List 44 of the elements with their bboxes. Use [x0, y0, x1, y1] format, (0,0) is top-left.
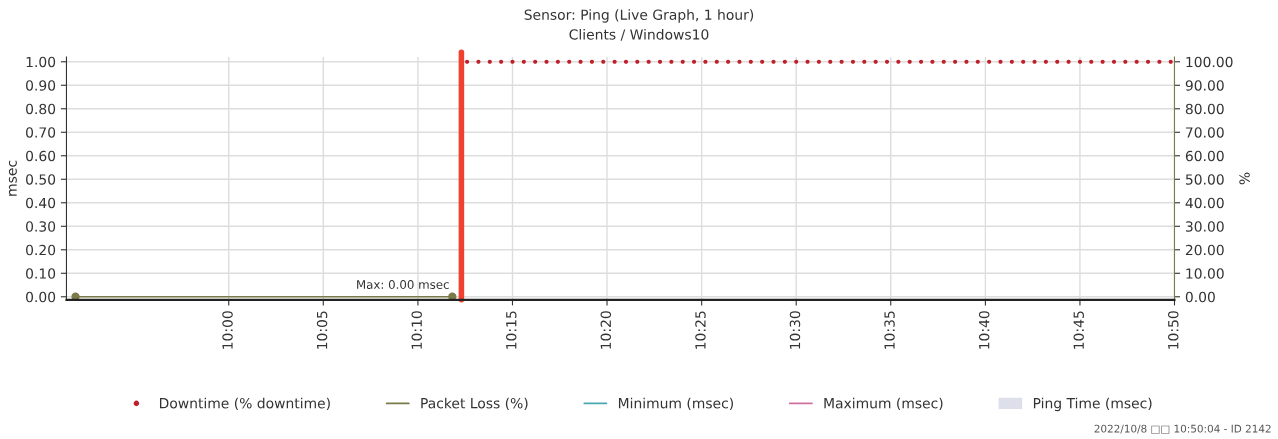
- legend-label: Downtime (% downtime): [159, 397, 330, 411]
- y-axis-title: msec: [8, 160, 17, 196]
- legend-label: Maximum (msec): [824, 397, 943, 411]
- y-tick-label: 0.90: [26, 80, 56, 91]
- x-tick-label: 10:20: [600, 311, 612, 349]
- y2-tick-label: 0.00: [1185, 291, 1215, 303]
- x-tick-label: 10:40: [978, 311, 990, 349]
- y2-tick-label: 90.00: [1185, 80, 1224, 91]
- x-tick-label: 10:10: [411, 311, 422, 349]
- x-tick-label: 10:25: [695, 311, 706, 349]
- y-tick-label: 0.10: [26, 268, 56, 279]
- y2-tick-label: 20.00: [1185, 244, 1224, 256]
- y2-tick-label: 70.00: [1186, 127, 1224, 138]
- x-tick-label: 10:45: [1073, 311, 1084, 349]
- y2-tick-label: 50.00: [1185, 174, 1224, 185]
- x-tick-label: 10:15: [506, 311, 517, 349]
- text: 2022/10/8 □□ 10:50:04 - ID 2142: [1094, 424, 1271, 434]
- legend-label: Ping Time (msec): [1033, 397, 1152, 412]
- chart-title: Sensor: Ping (Live Graph, 1 hour): [524, 9, 754, 23]
- x-tick-label: 10:35: [884, 311, 895, 349]
- annotation: Max: 0.00 msec: [357, 280, 449, 289]
- legend-label: Packet Loss (%): [421, 397, 528, 411]
- y-tick-label: 0.70: [26, 127, 56, 138]
- y-tick-label: 0.80: [26, 103, 56, 115]
- y2-axis-title: %: [1239, 172, 1250, 185]
- y2-tick-label: 100.00: [1186, 56, 1233, 68]
- chart-subtitle: Clients / Windows10: [569, 28, 709, 41]
- y2-tick-label: 30.00: [1185, 221, 1224, 232]
- x-tick-label: 10:00: [222, 311, 233, 349]
- y2-tick-label: 10.00: [1186, 268, 1224, 279]
- x-tick-label: 10:50: [1168, 311, 1179, 349]
- x-tick-label: 10:30: [789, 311, 801, 349]
- y-tick-label: 0.60: [26, 150, 56, 162]
- y-tick-label: 1.00: [26, 56, 56, 68]
- y-tick-label: 0.00: [26, 291, 56, 303]
- y2-tick-label: 60.00: [1185, 150, 1224, 162]
- x-tick-label: 10:05: [316, 311, 328, 349]
- y-tick-label: 0.30: [26, 221, 56, 232]
- y2-tick-label: 80.00: [1185, 103, 1224, 115]
- y-tick-label: 0.40: [26, 197, 56, 209]
- y-tick-label: 0.20: [26, 244, 56, 256]
- y-tick-label: 0.50: [26, 174, 56, 185]
- y2-tick-label: 40.00: [1185, 197, 1224, 209]
- legend-label: Minimum (msec): [618, 397, 733, 411]
